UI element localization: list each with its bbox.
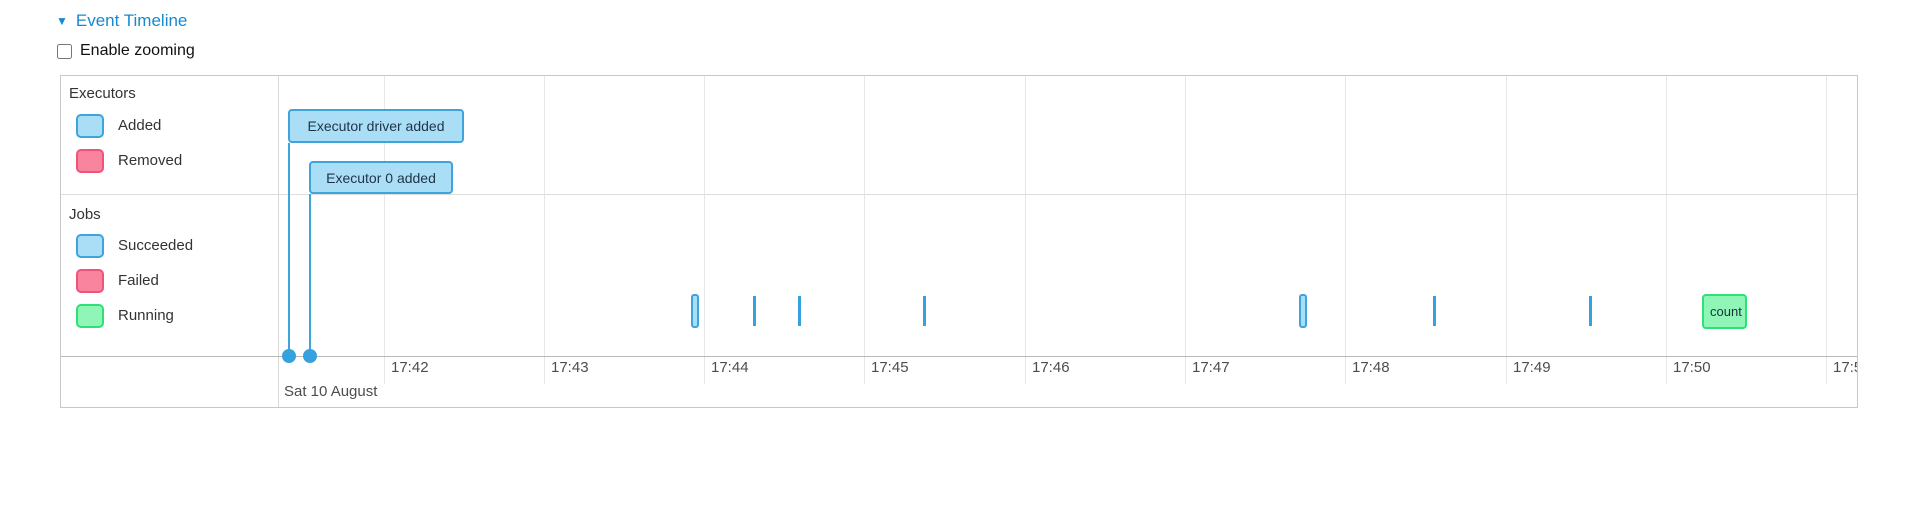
job-event-tick[interactable] bbox=[753, 296, 756, 326]
legend-label: Succeeded bbox=[118, 237, 194, 254]
enable-zooming-control: Enable zooming bbox=[57, 42, 195, 60]
axis-date-label: Sat 10 August bbox=[284, 383, 378, 400]
event-timeline-toggle[interactable]: ▼ Event Timeline bbox=[56, 11, 187, 31]
job-event-tick[interactable] bbox=[1433, 296, 1436, 326]
axis-tick-label: 17:51 bbox=[1833, 359, 1857, 376]
time-gridline bbox=[1666, 76, 1667, 384]
time-gridline bbox=[704, 76, 705, 384]
axis-tick-label: 17:50 bbox=[1673, 359, 1711, 376]
job-event-tick[interactable] bbox=[923, 296, 926, 326]
legend-label: Failed bbox=[118, 272, 159, 289]
time-gridline bbox=[1345, 76, 1346, 384]
time-gridline bbox=[384, 76, 385, 384]
time-gridline bbox=[544, 76, 545, 384]
legend-group-label: Executors bbox=[69, 85, 136, 102]
enable-zooming-label: Enable zooming bbox=[80, 42, 195, 59]
lane-divider bbox=[61, 194, 1857, 195]
job-event-tick-wide[interactable] bbox=[691, 294, 699, 328]
time-gridline bbox=[1185, 76, 1186, 384]
legend-swatch-blue bbox=[76, 234, 104, 258]
legend-swatch-blue bbox=[76, 114, 104, 138]
executor-event-dot[interactable] bbox=[282, 349, 296, 363]
time-axis-line bbox=[61, 356, 1857, 357]
executor-event-dot[interactable] bbox=[303, 349, 317, 363]
axis-tick-label: 17:44 bbox=[711, 359, 749, 376]
legend-separator bbox=[278, 76, 279, 407]
collapse-triangle-icon: ▼ bbox=[56, 14, 68, 28]
legend-swatch-green bbox=[76, 304, 104, 328]
axis-tick-label: 17:48 bbox=[1352, 359, 1390, 376]
time-gridline bbox=[1506, 76, 1507, 384]
axis-tick-label: 17:45 bbox=[871, 359, 909, 376]
time-gridline bbox=[1826, 76, 1827, 384]
job-running-item[interactable]: count bbox=[1702, 294, 1747, 329]
job-event-tick-wide[interactable] bbox=[1299, 294, 1307, 328]
executor-event-item[interactable]: Executor driver added bbox=[288, 109, 464, 143]
legend-label: Added bbox=[118, 117, 162, 134]
axis-tick-label: 17:47 bbox=[1192, 359, 1230, 376]
timeline-panel: Executors Added Removed Jobs Succeeded Failed… bbox=[60, 75, 1858, 408]
executor-event-line bbox=[309, 194, 311, 356]
job-event-tick[interactable] bbox=[1589, 296, 1592, 326]
job-event-tick[interactable] bbox=[798, 296, 801, 326]
legend-label: Removed bbox=[118, 152, 183, 169]
axis-tick-label: 17:46 bbox=[1032, 359, 1070, 376]
section-title: Event Timeline bbox=[75, 11, 188, 30]
axis-tick-label: 17:49 bbox=[1513, 359, 1551, 376]
legend-group-label: Jobs bbox=[69, 206, 101, 223]
enable-zooming-checkbox[interactable] bbox=[57, 43, 72, 59]
axis-tick-label: 17:43 bbox=[551, 359, 589, 376]
executor-event-line bbox=[288, 143, 290, 356]
time-gridline bbox=[864, 76, 865, 384]
executor-event-item[interactable]: Executor 0 added bbox=[309, 161, 453, 194]
legend-swatch-pink bbox=[76, 269, 104, 293]
time-gridline bbox=[1025, 76, 1026, 384]
axis-tick-label: 17:42 bbox=[391, 359, 429, 376]
legend-label: Running bbox=[118, 307, 174, 324]
legend-swatch-pink bbox=[76, 149, 104, 173]
